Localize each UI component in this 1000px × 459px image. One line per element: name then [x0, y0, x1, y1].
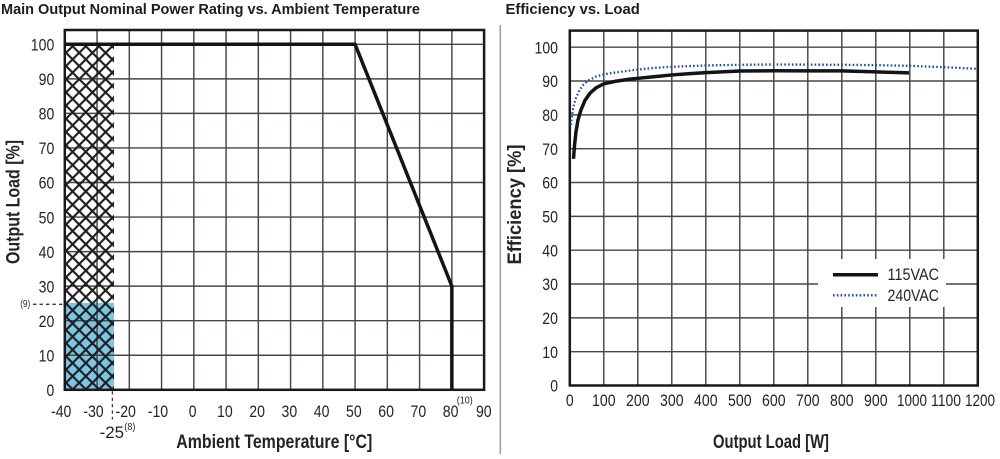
svg-text:Ambient Temperature [°C]: Ambient Temperature [°C] — [176, 431, 372, 453]
svg-text:80: 80 — [39, 105, 55, 124]
svg-text:300: 300 — [660, 391, 684, 410]
svg-text:Efficiency vs. Load: Efficiency vs. Load — [506, 1, 640, 18]
svg-text:80: 80 — [542, 106, 558, 125]
svg-text:-10: -10 — [148, 402, 168, 421]
svg-text:60: 60 — [39, 174, 55, 193]
svg-text:1200: 1200 — [965, 391, 995, 410]
svg-text:-25: -25 — [100, 423, 124, 442]
svg-text:100: 100 — [31, 36, 55, 55]
svg-text:30: 30 — [39, 277, 55, 296]
svg-text:Output Load [W]: Output Load [W] — [713, 431, 829, 453]
svg-text:Efficiency [%]: Efficiency [%] — [504, 145, 526, 265]
svg-text:1100: 1100 — [931, 391, 961, 410]
svg-text:900: 900 — [864, 391, 888, 410]
svg-text:50: 50 — [542, 208, 558, 227]
svg-text:30: 30 — [542, 275, 558, 294]
svg-text:-40: -40 — [51, 402, 71, 421]
svg-text:800: 800 — [830, 391, 854, 410]
svg-text:40: 40 — [39, 243, 55, 262]
svg-text:-30: -30 — [83, 402, 103, 421]
svg-text:90: 90 — [39, 70, 55, 89]
svg-text:-20: -20 — [116, 402, 136, 421]
svg-text:30: 30 — [282, 402, 298, 421]
svg-text:(8): (8) — [124, 421, 135, 433]
svg-text:(10): (10) — [457, 394, 473, 406]
svg-text:1000: 1000 — [897, 391, 927, 410]
svg-text:20: 20 — [39, 312, 55, 331]
svg-text:Main Output Nominal Power Rati: Main Output Nominal Power Rating vs. Amb… — [1, 1, 420, 18]
svg-text:(9): (9) — [20, 299, 30, 310]
svg-text:0: 0 — [47, 381, 55, 400]
svg-text:600: 600 — [762, 391, 786, 410]
svg-text:100: 100 — [592, 391, 616, 410]
svg-text:70: 70 — [39, 139, 55, 158]
svg-text:0: 0 — [566, 391, 574, 410]
svg-text:10: 10 — [39, 346, 55, 365]
svg-text:40: 40 — [542, 241, 558, 260]
svg-text:115VAC: 115VAC — [888, 265, 940, 284]
svg-text:50: 50 — [346, 402, 362, 421]
svg-text:700: 700 — [796, 391, 820, 410]
svg-text:0: 0 — [189, 402, 197, 421]
svg-text:70: 70 — [542, 140, 558, 159]
svg-text:50: 50 — [39, 208, 55, 227]
svg-text:10: 10 — [542, 343, 558, 362]
svg-text:200: 200 — [626, 391, 650, 410]
svg-text:10: 10 — [217, 402, 233, 421]
svg-text:20: 20 — [249, 402, 265, 421]
svg-text:70: 70 — [411, 402, 427, 421]
svg-text:Output Load [%]: Output Load [%] — [3, 140, 25, 264]
svg-text:0: 0 — [550, 377, 558, 396]
svg-text:20: 20 — [542, 309, 558, 328]
svg-text:80: 80 — [443, 402, 459, 421]
svg-text:500: 500 — [728, 391, 752, 410]
svg-text:400: 400 — [694, 391, 718, 410]
svg-text:60: 60 — [378, 402, 394, 421]
svg-text:90: 90 — [476, 402, 492, 421]
svg-text:240VAC: 240VAC — [888, 286, 940, 305]
svg-text:40: 40 — [314, 402, 330, 421]
svg-text:100: 100 — [535, 38, 559, 57]
svg-text:60: 60 — [542, 174, 558, 193]
svg-text:90: 90 — [542, 72, 558, 91]
